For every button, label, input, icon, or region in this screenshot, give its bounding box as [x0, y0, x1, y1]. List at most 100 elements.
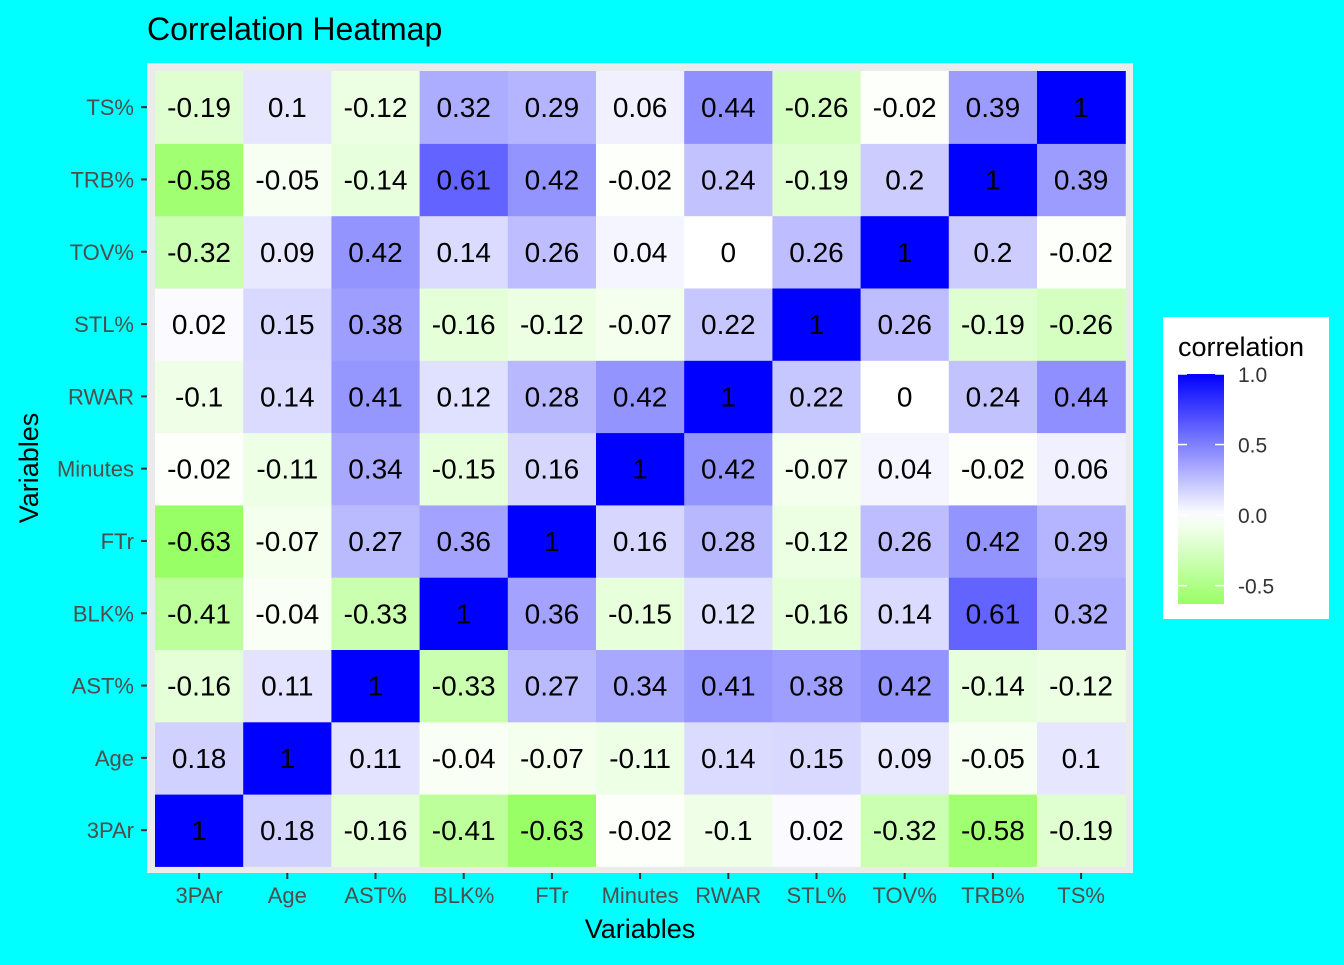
- heatmap-cell: [596, 143, 685, 217]
- heatmap-cell: [596, 360, 685, 434]
- cell-value-label: -0.19: [961, 309, 1025, 340]
- cell-value-label: 1: [280, 743, 296, 774]
- heatmap-cell: [331, 215, 421, 289]
- cell-value-label: 1: [368, 671, 384, 702]
- cell-value-label: -0.02: [873, 92, 937, 123]
- heatmap-cell: [1037, 432, 1126, 506]
- cell-value-label: -0.41: [167, 598, 231, 629]
- heatmap-cell: [419, 794, 509, 867]
- x-tick-label: STL%: [787, 883, 847, 908]
- heatmap-cell: [155, 360, 244, 434]
- heatmap-cell: [507, 649, 597, 723]
- heatmap-cell: [860, 504, 950, 578]
- y-axis-title: Variables: [14, 413, 44, 524]
- heatmap-cell: [155, 143, 244, 217]
- cell-value-label: 0.16: [613, 526, 668, 557]
- heatmap-cell: [331, 721, 421, 795]
- heatmap-cell: [243, 287, 332, 361]
- heatmap-cell: [507, 504, 597, 578]
- heatmap-cell: [507, 143, 597, 217]
- heatmap-cell: [860, 71, 950, 144]
- cell-value-label: -0.58: [167, 164, 231, 195]
- heatmap-cell: [331, 577, 421, 650]
- cell-value-label: -0.14: [961, 671, 1025, 702]
- cell-value-label: 0.24: [701, 164, 756, 195]
- heatmap-cell: [331, 143, 421, 217]
- heatmap-cell: [596, 71, 685, 144]
- heatmap-cell: [1037, 215, 1126, 289]
- cell-value-label: -0.33: [432, 671, 496, 702]
- cell-value-label: 0.1: [268, 92, 307, 123]
- x-tick-label: FTr: [535, 883, 568, 908]
- heatmap-cell: [155, 504, 244, 578]
- heatmap-cell: [331, 432, 421, 506]
- heatmap-cell: [772, 432, 862, 506]
- heatmap-cell: [684, 143, 773, 217]
- cell-value-label: -0.16: [432, 309, 496, 340]
- cell-value-label: -0.1: [175, 381, 223, 412]
- legend-tick-label: 0.5: [1238, 435, 1267, 458]
- y-tick-label: TS%: [86, 95, 134, 120]
- heatmap-cell: [948, 577, 1038, 650]
- heatmap-cell: [1037, 287, 1126, 361]
- x-tick-label: Age: [268, 883, 307, 908]
- heatmap-cell: [948, 287, 1038, 361]
- cell-value-label: 0.28: [701, 526, 756, 557]
- cell-value-label: 0: [721, 237, 737, 268]
- cell-value-label: 0.42: [348, 237, 403, 268]
- heatmap-cell: [243, 360, 332, 434]
- heatmap-cell: [860, 287, 950, 361]
- cell-value-label: -0.16: [785, 598, 849, 629]
- cell-value-label: -0.63: [520, 815, 584, 846]
- heatmap-cell: [596, 215, 685, 289]
- cell-value-label: 0.15: [260, 309, 315, 340]
- heatmap-cell: [860, 577, 950, 650]
- heatmap-cell: [243, 649, 332, 723]
- cell-value-label: -0.04: [432, 743, 496, 774]
- heatmap-cell: [772, 215, 862, 289]
- heatmap-cell: [243, 577, 332, 650]
- cell-value-label: -0.58: [961, 815, 1025, 846]
- heatmap-cell: [419, 504, 509, 578]
- cell-value-label: 0.32: [1054, 598, 1109, 629]
- cell-value-label: 1: [809, 309, 825, 340]
- heatmap-cell: [684, 794, 773, 867]
- heatmap-cell: [772, 504, 862, 578]
- cell-value-label: -0.26: [785, 92, 849, 123]
- x-tick-label: TRB%: [961, 883, 1025, 908]
- heatmap-cell: [1037, 504, 1126, 578]
- cell-value-label: -0.15: [608, 598, 672, 629]
- cell-value-label: 0.42: [613, 381, 668, 412]
- cell-value-label: 0.02: [172, 309, 227, 340]
- cell-value-label: 0.04: [877, 454, 932, 485]
- heatmap-cell: [772, 143, 862, 217]
- chart-title: Correlation Heatmap: [147, 11, 442, 47]
- heatmap-cell: [1037, 649, 1126, 723]
- cell-value-label: 0.29: [1054, 526, 1109, 557]
- heatmap-cell: [331, 360, 421, 434]
- heatmap-cell: [243, 432, 332, 506]
- heatmap-cell: [684, 71, 773, 144]
- heatmap-cell: [155, 649, 244, 723]
- cell-value-label: -0.12: [520, 309, 584, 340]
- heatmap-cell: [772, 721, 862, 795]
- heatmap-cell: [419, 577, 509, 650]
- heatmap-cell: [772, 287, 862, 361]
- cell-value-label: 0.02: [789, 815, 844, 846]
- heatmap-cell: [684, 649, 773, 723]
- heatmap-cell: [596, 721, 685, 795]
- heatmap-cell: [243, 794, 332, 867]
- heatmap-cell: [948, 360, 1038, 434]
- heatmap-cell: [684, 360, 773, 434]
- x-tick-label: AST%: [344, 883, 406, 908]
- heatmap-cell: [684, 432, 773, 506]
- cell-value-label: -0.12: [1049, 671, 1113, 702]
- cell-value-label: 0.14: [701, 743, 756, 774]
- cell-value-label: -0.05: [961, 743, 1025, 774]
- cell-value-label: 0.18: [172, 743, 227, 774]
- y-tick-label: 3PAr: [87, 818, 134, 843]
- heatmap-cell: [1037, 721, 1126, 795]
- cell-value-label: 0.12: [436, 381, 491, 412]
- heatmap-cell: [507, 721, 597, 795]
